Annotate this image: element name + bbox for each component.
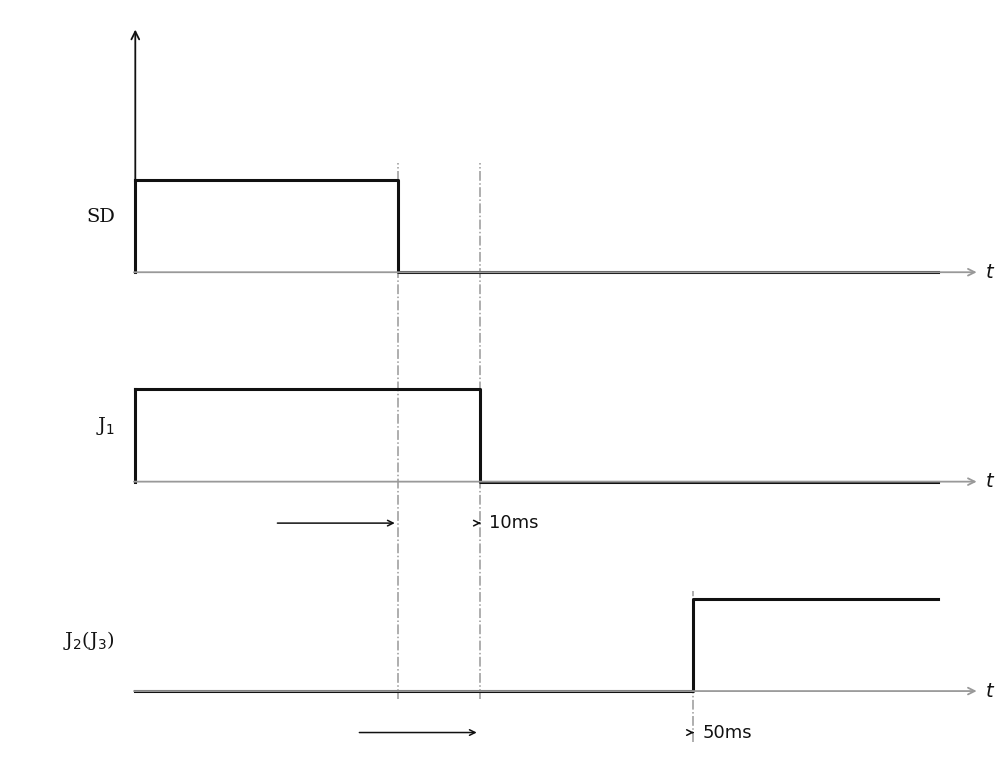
Text: t: t	[986, 472, 994, 491]
Text: J$_2$(J$_3$): J$_2$(J$_3$)	[63, 629, 115, 652]
Text: 50ms: 50ms	[702, 724, 752, 742]
Text: 10ms: 10ms	[489, 514, 539, 532]
Text: SD: SD	[86, 208, 115, 226]
Text: t: t	[986, 682, 994, 700]
Text: t: t	[986, 263, 994, 282]
Text: J$_1$: J$_1$	[96, 415, 115, 437]
